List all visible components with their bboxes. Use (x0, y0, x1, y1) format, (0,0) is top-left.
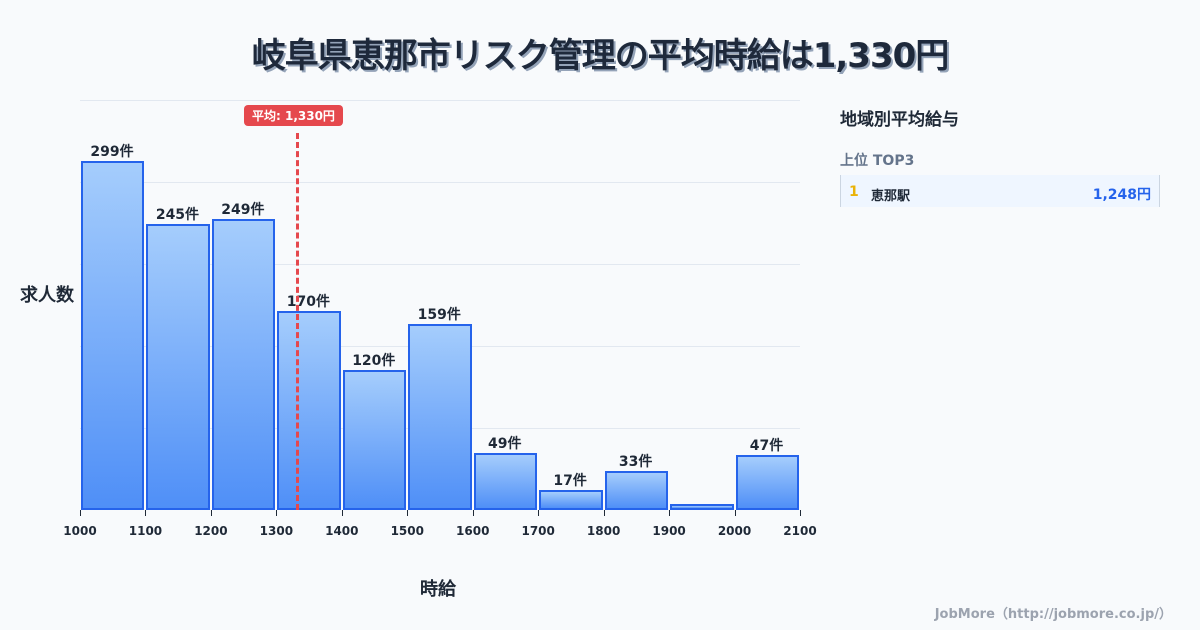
average-line (296, 133, 299, 510)
histogram-bar (539, 490, 603, 510)
x-tick-label: 1000 (63, 524, 97, 538)
footer-credit: JobMore（http://jobmore.co.jp/） (934, 607, 1172, 622)
bar-value-label: 245件 (155, 206, 200, 223)
histogram-bar (81, 160, 145, 510)
x-tick (80, 510, 81, 516)
bar-value-label: 33件 (618, 454, 653, 471)
rank-number: 1 (849, 184, 859, 200)
bar-value-label: 47件 (749, 438, 784, 455)
histogram-bar (735, 455, 799, 510)
x-axis-label: 時給 (420, 579, 456, 600)
average-badge: 平均: 1,330円 (244, 105, 343, 126)
x-tick (669, 510, 671, 516)
x-tick-label: 2100 (783, 524, 817, 538)
x-tick (407, 510, 409, 516)
x-tick-label: 1800 (586, 524, 621, 538)
histogram-bar (277, 311, 341, 510)
gridline (80, 264, 800, 265)
x-tick (276, 510, 278, 516)
histogram-bar (473, 452, 538, 510)
histogram-bar (604, 471, 669, 510)
x-tick-label: 1600 (456, 524, 490, 538)
x-tick-label: 1400 (325, 524, 359, 538)
x-tick (538, 510, 540, 516)
x-tick (603, 510, 605, 516)
bar-value-label: 159件 (417, 307, 461, 324)
rank-salary-value: 1,248円 (1092, 187, 1151, 203)
gridline (80, 182, 800, 183)
histogram-bar (146, 223, 210, 510)
x-tick-label: 2000 (717, 524, 752, 538)
histogram-bar (342, 369, 407, 510)
bar-value-label: 49件 (487, 435, 522, 452)
x-tick-label: 1300 (259, 524, 294, 538)
chart-title: 岐阜県恵那市リスク管理の平均時給は1,330円 (251, 36, 950, 76)
x-tick (341, 510, 343, 516)
bar-value-label: 17件 (553, 473, 587, 490)
histogram-bar (211, 219, 276, 510)
rank-station-name: 恵那駅 (871, 189, 911, 204)
histogram-bar (670, 504, 734, 510)
x-tick (800, 510, 801, 516)
histogram-bar (408, 324, 472, 510)
x-tick (145, 510, 147, 516)
x-tick-label: 1700 (521, 524, 555, 538)
x-tick-label: 1900 (652, 524, 686, 538)
bar-value-label: 249件 (221, 202, 265, 219)
ranking-row: 1 恵那駅 1,248円 (840, 175, 1160, 207)
y-axis-label: 求人数 (20, 285, 74, 306)
x-tick-label: 1100 (128, 524, 163, 538)
x-tick (472, 510, 474, 516)
plot-area: 299件 245件 249件 170件 120件 159件 49件 17件 33件 47件 (80, 100, 800, 510)
x-tick (734, 510, 736, 516)
x-tick-label: 1500 (390, 524, 424, 538)
bar-value-label: 299件 (90, 143, 134, 160)
bar-value-label: 170件 (286, 294, 330, 311)
top3-subtitle: 上位 TOP3 (840, 153, 915, 169)
gridline (80, 100, 800, 101)
regional-salary-title: 地域別平均給与 (840, 110, 959, 130)
bar-value-label: 120件 (352, 352, 396, 369)
x-tick (210, 510, 212, 516)
x-tick-label: 1200 (194, 524, 228, 538)
